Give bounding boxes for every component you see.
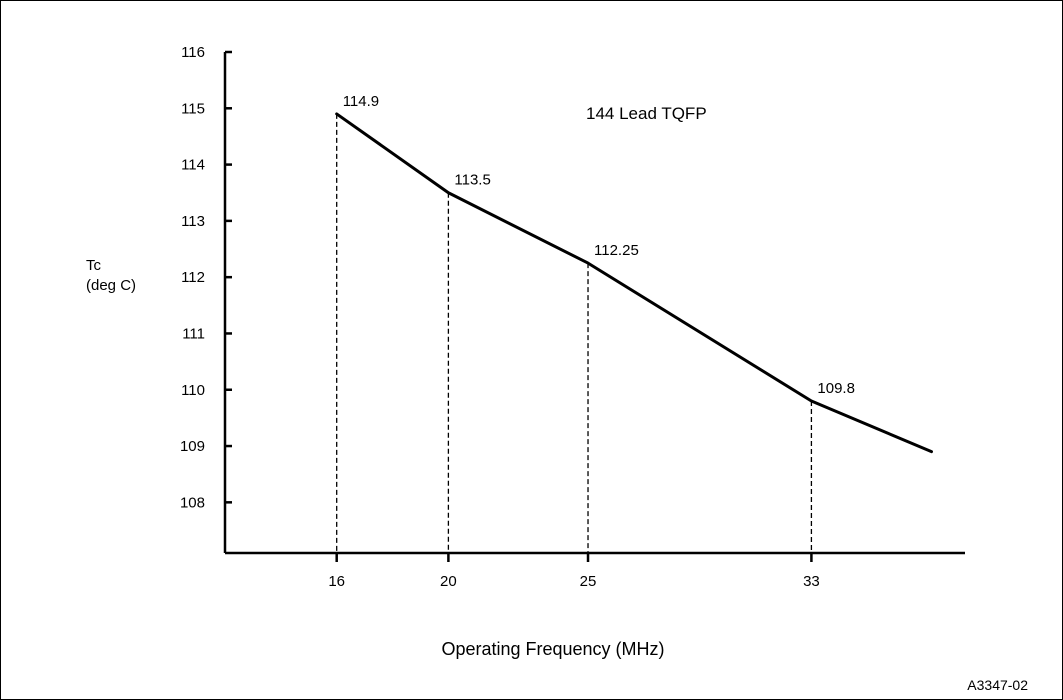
series-line [335, 112, 933, 454]
y-ticks: 108 109 110 111 112 113 114 115 116 [180, 44, 232, 511]
axes [223, 52, 965, 555]
figure-code: A3347-02 [967, 677, 1028, 693]
x-tick-label: 16 [328, 573, 345, 590]
y-tick-label: 114 [181, 157, 205, 174]
y-axis-title-line-1: Tc [86, 257, 102, 274]
data-label: 113.5 [454, 172, 490, 189]
chart-title: 144 Lead TQFP [586, 104, 707, 123]
y-tick-label: 115 [181, 100, 205, 117]
series [335, 112, 933, 454]
y-tick-label: 112 [181, 269, 205, 286]
data-label: 114.9 [343, 93, 379, 110]
y-tick-label: 111 [182, 325, 205, 342]
data-label: 112.25 [594, 242, 639, 259]
drop-lines [336, 113, 813, 553]
y-tick-label: 109 [180, 438, 205, 455]
y-axis-title-line-2: (deg C) [86, 277, 136, 294]
y-tick-label: 113 [181, 213, 205, 230]
y-tick-label: 110 [181, 382, 205, 399]
x-tick-label: 25 [580, 573, 597, 590]
y-tick-label: 116 [181, 44, 205, 61]
x-tick-label: 33 [803, 573, 820, 590]
data-labels: 114.9 113.5 112.25 109.8 [343, 93, 855, 397]
x-tick-label: 20 [440, 573, 457, 590]
y-tick-label: 108 [180, 494, 205, 511]
data-label: 109.8 [817, 380, 855, 397]
x-ticks: 16 20 25 33 [328, 553, 820, 590]
x-axis-title: Operating Frequency (MHz) [441, 639, 664, 659]
